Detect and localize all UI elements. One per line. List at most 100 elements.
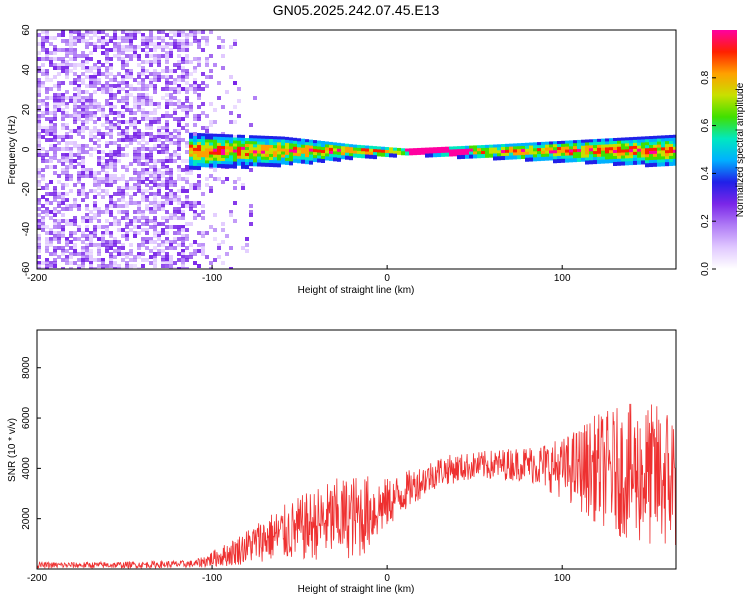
heatmap-cell — [309, 139, 313, 144]
heatmap-cell — [53, 237, 57, 241]
heatmap-cell — [141, 144, 145, 148]
heatmap-cell — [301, 159, 305, 164]
heatmap-cell — [613, 137, 617, 142]
heatmap-cell — [313, 155, 317, 160]
heatmap-cell — [217, 246, 221, 250]
heatmap-cell — [89, 249, 93, 253]
heatmap-cell — [153, 84, 157, 88]
heatmap-cell — [77, 174, 81, 178]
heatmap-cell — [145, 75, 149, 79]
heatmap-cell — [121, 204, 125, 208]
heatmap-cell — [273, 151, 277, 156]
heatmap-cell — [169, 264, 173, 268]
heatmap-cell — [133, 129, 137, 133]
heatmap-cell — [73, 93, 77, 97]
heatmap-cell — [221, 149, 225, 154]
heatmap-cell — [97, 186, 101, 190]
heatmap-cell — [185, 177, 189, 181]
heatmap-cell — [661, 141, 665, 146]
heatmap-cell — [577, 151, 581, 156]
heatmap-cell — [169, 258, 173, 262]
heatmap-cell — [73, 105, 77, 109]
heatmap-cell — [605, 150, 609, 155]
heatmap-cell — [53, 171, 57, 175]
heatmap-cell — [137, 63, 141, 67]
heatmap-cell — [233, 81, 237, 85]
heatmap-cell — [93, 129, 97, 133]
heatmap-cell — [49, 237, 53, 241]
heatmap-cell — [249, 213, 253, 217]
heatmap-cell — [641, 154, 645, 159]
heatmap-cell — [105, 84, 109, 88]
heatmap-cell — [137, 204, 141, 208]
heatmap-cell — [197, 163, 201, 168]
heatmap-cell — [213, 154, 217, 159]
heatmap-cell — [145, 36, 149, 40]
heatmap-cell — [61, 162, 65, 166]
heatmap-cell — [93, 81, 97, 85]
heatmap-cell — [145, 60, 149, 64]
heatmap-cell — [593, 160, 597, 165]
heatmap-cell — [269, 151, 273, 156]
heatmap-cell — [113, 93, 117, 97]
heatmap-cell — [273, 136, 277, 141]
heatmap-cell — [229, 149, 233, 154]
heatmap-cell — [213, 108, 217, 112]
heatmap-cell — [409, 148, 413, 153]
colorbar-ticks: 0.00.20.40.60.8 — [700, 70, 716, 276]
heatmap-cell — [157, 135, 161, 139]
heatmap-cell — [121, 51, 125, 55]
heatmap-cell — [57, 204, 61, 208]
heatmap-cell — [349, 153, 353, 158]
heatmap-cell — [165, 93, 169, 97]
heatmap-cell — [97, 246, 101, 250]
heatmap-cell — [125, 216, 129, 220]
heatmap-cell — [485, 153, 489, 158]
heatmap-cell — [269, 160, 273, 165]
heatmap-cell — [193, 210, 197, 214]
heatmap-cell — [257, 141, 261, 146]
heatmap-cell — [237, 134, 241, 139]
heatmap-cell — [225, 161, 229, 166]
heatmap-cell — [177, 258, 181, 262]
heatmap-cell — [281, 160, 285, 165]
heatmap-cell — [245, 243, 249, 247]
heatmap-cell — [185, 267, 189, 269]
heatmap-cell — [657, 141, 661, 146]
heatmap-cell — [65, 51, 69, 55]
heatmap-cell — [69, 207, 73, 211]
heatmap-cell — [233, 152, 237, 157]
heatmap-cell — [117, 192, 121, 196]
heatmap-cell — [525, 154, 529, 159]
heatmap-cell — [157, 150, 161, 154]
heatmap-cell — [181, 159, 185, 163]
heatmap-cell — [529, 142, 533, 147]
heatmap-cell — [109, 93, 113, 97]
heatmap-cell — [177, 30, 181, 34]
heatmap-cell — [85, 150, 89, 154]
heatmap-cell — [61, 168, 65, 172]
heatmap-cell — [145, 42, 149, 46]
heatmap-cell — [281, 151, 285, 156]
heatmap-cell — [149, 99, 153, 103]
heatmap-cell — [209, 30, 213, 34]
heatmap-cell — [145, 54, 149, 58]
heatmap-cell — [141, 42, 145, 46]
heatmap-cell — [229, 140, 233, 145]
heatmap-cell — [81, 99, 85, 103]
heatmap-cell — [41, 186, 45, 190]
heatmap-cell — [41, 63, 45, 67]
heatmap-cell — [241, 246, 245, 250]
heatmap-cell — [65, 63, 69, 67]
heatmap-cell — [165, 195, 169, 199]
heatmap-cell — [633, 148, 637, 153]
heatmap-cell — [185, 189, 189, 193]
heatmap-cell — [57, 231, 61, 235]
heatmap-cell — [485, 144, 489, 149]
heatmap-cell — [81, 258, 85, 262]
heatmap-cell — [385, 147, 389, 152]
heatmap-cell — [117, 246, 121, 250]
heatmap-cell — [93, 66, 97, 70]
heatmap-cell — [53, 123, 57, 127]
